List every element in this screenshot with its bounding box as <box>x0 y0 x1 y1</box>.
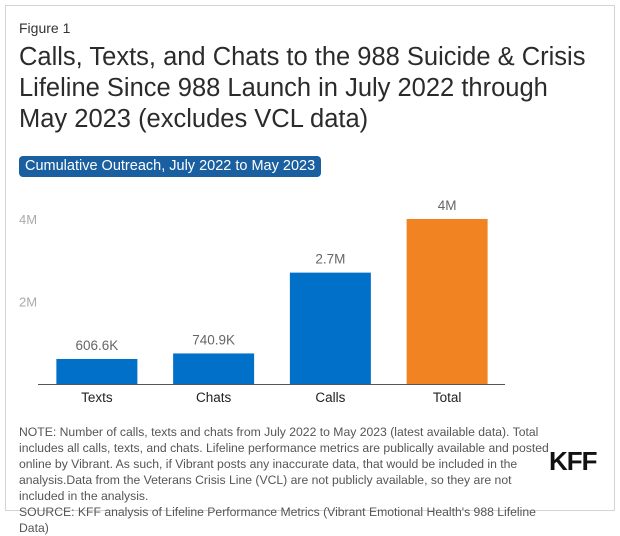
data-label: 740.9K <box>192 332 235 347</box>
x-tick-label: Chats <box>196 390 232 405</box>
bar-chats <box>173 353 255 384</box>
figure-card <box>5 5 615 511</box>
bar-calls <box>289 272 371 384</box>
x-tick-label: Total <box>433 390 462 405</box>
bar-texts <box>56 358 138 384</box>
source-text: SOURCE: KFF analysis of Lifeline Perform… <box>19 505 536 535</box>
y-tick-label: 4M <box>19 212 37 227</box>
data-label: 4M <box>438 198 457 213</box>
x-tick-label: Texts <box>81 390 113 405</box>
x-tick-label: Calls <box>315 390 345 405</box>
bar-chart: 2M 4M 606.6K Texts 740.9K Chats 2.7M Calls 4M Tot… <box>19 198 505 405</box>
data-label: 2.7M <box>315 252 345 267</box>
figure-label: Figure 1 <box>19 20 71 36</box>
chart-subtitle: Cumulative Outreach, July 2022 to May 20… <box>19 156 322 177</box>
chart-title: Calls, Texts, and Chats to the 988 Suici… <box>19 43 586 133</box>
data-label: 606.6K <box>75 338 118 353</box>
kff-logo: KFF <box>549 446 598 476</box>
y-tick-label: 2M <box>19 295 37 310</box>
chart-note: NOTE: Number of calls, texts and chats f… <box>19 424 559 536</box>
note-text: NOTE: Number of calls, texts and chats f… <box>19 425 549 503</box>
bar-total <box>406 219 488 384</box>
